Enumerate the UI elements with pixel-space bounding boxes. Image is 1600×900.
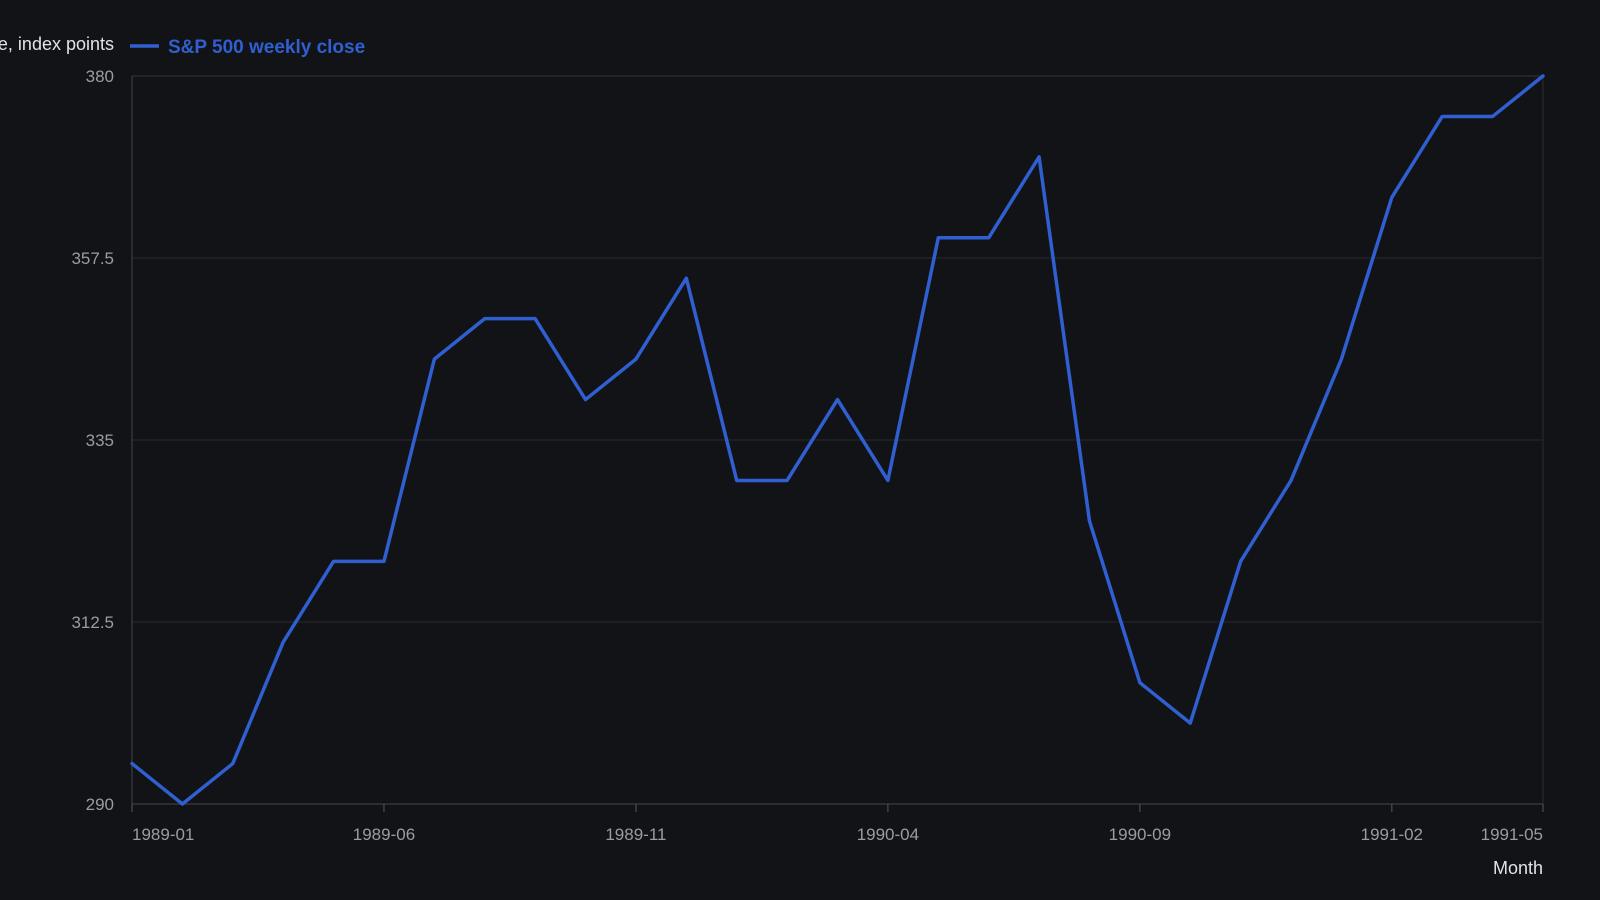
x-tick-label: 1989-06 <box>353 825 415 844</box>
x-tick-label: 1991-05 <box>1481 825 1543 844</box>
legend-series-label: S&P 500 weekly close <box>168 37 365 58</box>
y-tick-label: 290 <box>86 795 114 814</box>
y-tick-label: 357.5 <box>71 249 114 268</box>
y-tick-label: 312.5 <box>71 613 114 632</box>
x-tick-label: 1990-04 <box>857 825 919 844</box>
x-tick-label: 1989-11 <box>605 825 666 844</box>
x-tick-label: 1990-09 <box>1109 825 1171 844</box>
series-lines <box>130 74 1545 806</box>
x-tick-label: 1989-01 <box>132 825 194 844</box>
y-tick-label: 335 <box>86 431 114 450</box>
x-tick-label: 1991-02 <box>1361 825 1423 844</box>
y-tick-label: 380 <box>86 67 114 86</box>
y-axis-title: Close, index points <box>0 34 114 54</box>
grid-lines <box>132 75 1544 804</box>
x-axis-title: Month <box>1493 858 1543 878</box>
legend: S&P 500 weekly close <box>130 37 365 58</box>
axes: 290 312.5 335 357.5 380 1989-01 1989-06 1989-11… <box>71 67 1544 844</box>
